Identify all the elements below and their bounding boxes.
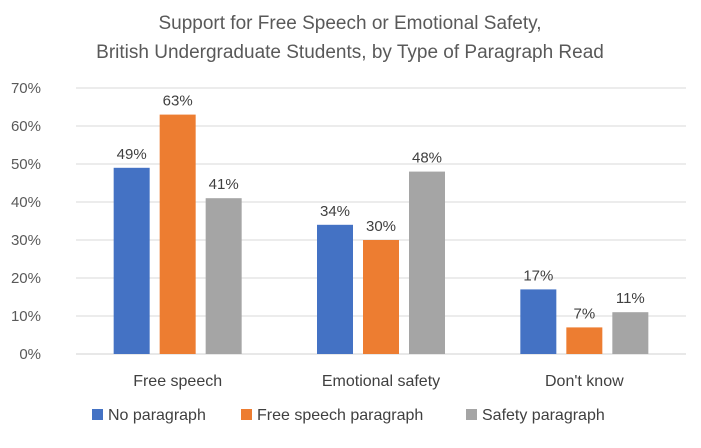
x-category-label: Emotional safety: [322, 373, 440, 390]
y-tick-label: 60%: [11, 118, 41, 135]
bar-data-label: 11%: [616, 290, 645, 307]
x-axis-category-labels: Free speech Emotional safety Don't know: [133, 373, 624, 390]
bar: [409, 171, 445, 354]
bar-data-label: 48%: [412, 150, 442, 167]
y-tick-label: 10%: [11, 308, 41, 325]
bar: [205, 198, 242, 354]
y-tick-label: 40%: [11, 194, 41, 211]
chart-title: Support for Free Speech or Emotional Saf…: [96, 13, 604, 63]
data-labels: 49% 63% 41% 34% 30% 48% 17% 7% 11%: [117, 93, 645, 323]
bar: [159, 114, 196, 354]
bar: [317, 224, 353, 354]
y-tick-label: 0%: [19, 346, 41, 363]
chart-title-line-2: British Undergraduate Students, by Type …: [96, 42, 604, 63]
bar: [612, 312, 649, 354]
y-tick-label: 30%: [11, 232, 41, 249]
bar-data-label: 30%: [366, 218, 396, 235]
y-tick-label: 70%: [11, 80, 41, 97]
legend-swatch: [92, 409, 103, 420]
bar: [566, 327, 603, 354]
bar-data-label: 17%: [523, 267, 553, 284]
legend-swatch: [466, 409, 477, 420]
bar: [363, 240, 399, 354]
bars: [113, 114, 649, 354]
chart-title-line-1: Support for Free Speech or Emotional Saf…: [158, 13, 541, 34]
bar-data-label: 63%: [163, 93, 193, 110]
bar-data-label: 41%: [209, 176, 239, 193]
legend: No paragraph Free speech paragraph Safety …: [92, 407, 605, 424]
bar: [113, 167, 150, 354]
bar-data-label: 49%: [117, 146, 147, 163]
x-category-label: Don't know: [545, 373, 624, 390]
legend-item: Safety paragraph: [466, 407, 605, 424]
x-category-label: Free speech: [133, 373, 222, 390]
legend-swatch: [241, 409, 252, 420]
bar: [520, 289, 557, 354]
legend-item: Free speech paragraph: [241, 407, 423, 424]
y-tick-label: 20%: [11, 270, 41, 287]
legend-label: Free speech paragraph: [257, 407, 423, 424]
legend-item: No paragraph: [92, 407, 206, 424]
y-tick-label: 50%: [11, 156, 41, 173]
y-axis-tick-labels: 0% 10% 20% 30% 40% 50% 60% 70%: [11, 80, 41, 363]
bar-data-label: 7%: [573, 305, 595, 322]
legend-label: No paragraph: [108, 407, 206, 424]
bar-data-label: 34%: [320, 203, 350, 220]
legend-label: Safety paragraph: [482, 407, 605, 424]
